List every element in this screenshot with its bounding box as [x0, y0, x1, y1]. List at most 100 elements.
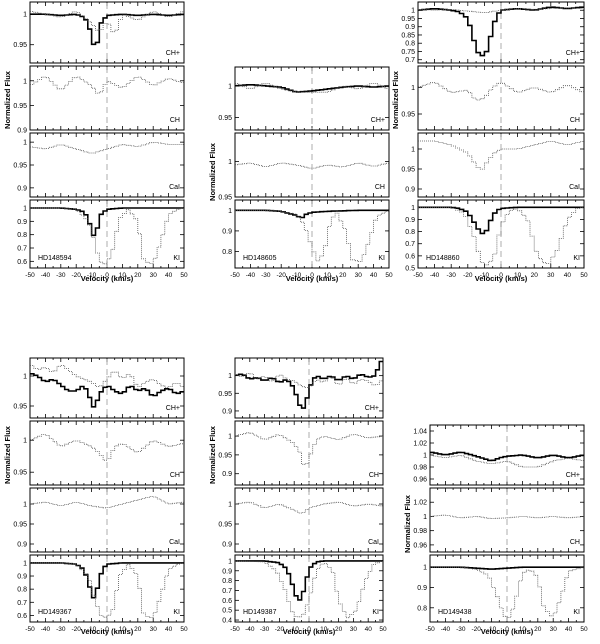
y-tick-label: 0.8 [17, 587, 27, 594]
y-tick-label: 0.8 [405, 41, 415, 48]
species-label: CH+ [371, 117, 385, 124]
y-tick-label: 0.95 [13, 103, 27, 110]
x-tick-label: -50 [425, 626, 435, 633]
y-tick-label: 1 [411, 8, 415, 15]
star-name-label: HD148605 [243, 255, 277, 262]
y-axis-label: Normalized Flux [3, 425, 12, 484]
y-tick-label: 1 [228, 558, 232, 565]
spectrum-dotted [30, 496, 184, 509]
y-tick-label: 0.4 [222, 618, 232, 625]
y-tick-label: 1 [23, 12, 27, 19]
spectrum-dotted [235, 83, 389, 93]
spectrum-dotted [30, 365, 184, 388]
x-tick-label: -20 [275, 626, 285, 633]
species-label: CH+ [566, 50, 580, 57]
y-tick-label: 0.9 [17, 219, 27, 226]
x-tick-label: 50 [580, 626, 588, 633]
spectrum-dotted [235, 432, 383, 465]
panel-cai: 0.9 0.95 1 CaI [218, 487, 384, 553]
x-tick-label: 30 [350, 626, 358, 633]
panel-ch-plus: 0.95 1 CH+ [218, 66, 390, 131]
spectrum-dotted [235, 560, 383, 619]
species-label: CaI [169, 539, 180, 546]
x-tick-label: 40 [370, 272, 378, 279]
panel-ch: 0.95 1 CH [218, 132, 390, 202]
x-tick-label: -40 [246, 272, 256, 279]
x-tick-label: -20 [471, 626, 481, 633]
x-tick-label: 30 [150, 272, 158, 279]
y-tick-label: 1 [228, 502, 232, 509]
species-label: CH [170, 472, 180, 479]
spectrum-dotted [235, 501, 383, 514]
y-tick-label: 0.98 [413, 465, 427, 472]
y-tick-label: 0.9 [417, 585, 427, 592]
spectrum-dotted [418, 82, 584, 101]
panel-ki: 0.8 0.9 1 KI -50 -40 -30 -20 -10 0 10 20 30 40 50 HD149… [417, 554, 588, 633]
spectrum-dotted [418, 7, 584, 13]
species-label: CH [369, 472, 379, 479]
x-tick-label: 20 [335, 626, 343, 633]
y-tick-label: 0.9 [222, 408, 232, 415]
x-tick-label: -10 [87, 626, 97, 633]
x-tick-label: -10 [289, 626, 299, 633]
y-tick-label: 1 [23, 140, 27, 147]
y-tick-label: 0.8 [405, 229, 415, 236]
x-tick-label: 50 [580, 272, 588, 279]
y-tick-label: 1 [23, 560, 27, 567]
y-tick-label: 1 [228, 373, 232, 380]
y-tick-label: 0.95 [13, 163, 27, 170]
panel-ch: 0.96 0.98 1 1.02 CH [413, 487, 585, 553]
x-tick-label: 50 [385, 272, 393, 279]
y-tick-label: 1 [23, 374, 27, 381]
spectrum-solid [430, 566, 584, 570]
x-tick-label: -30 [56, 272, 66, 279]
y-tick-label: 0.95 [218, 522, 232, 529]
spectrum-dotted [235, 373, 383, 388]
y-tick-label: 0.6 [222, 598, 232, 605]
spectrum-dotted [30, 207, 184, 265]
spectrum-dotted [418, 206, 584, 266]
panel-ch-plus: 0.95 1 CH+ [13, 1, 185, 64]
y-tick-label: 0.9 [17, 574, 27, 581]
x-tick-label: 0 [310, 272, 314, 279]
x-axis-label: Velocity (km/s) [81, 274, 134, 283]
x-tick-label: -20 [71, 626, 81, 633]
x-tick-label: -40 [441, 626, 451, 633]
y-tick-label: 0.75 [401, 49, 415, 56]
y-tick-label: 0.8 [222, 249, 232, 256]
y-tick-label: 0.96 [413, 542, 427, 549]
y-tick-label: 0.9 [222, 471, 232, 478]
species-label: KI [173, 255, 180, 262]
species-label: CaI [169, 184, 180, 191]
y-tick-label: 0.9 [17, 542, 27, 549]
panel-cai: 0.9 0.95 1 CaI [13, 487, 185, 553]
spectrum-dotted [30, 76, 184, 94]
panel-ch-plus: 0.9 0.95 1 CH+ [218, 357, 384, 419]
x-tick-label: -30 [260, 626, 270, 633]
y-tick-label: 0.85 [401, 32, 415, 39]
x-tick-label: 0 [499, 272, 503, 279]
spectrum-dotted [30, 562, 184, 618]
panel-ch: 0.95 1 CH [401, 65, 585, 131]
y-tick-label: 1 [423, 565, 427, 572]
species-label: KI [372, 609, 379, 616]
panel-ch-plus: 0.70.750.8 0.850.90.951 CH+ [401, 1, 585, 64]
x-axis-label: Velocity (km/s) [286, 274, 339, 283]
y-axis-label: Normalized Flux [208, 425, 217, 484]
spectrum-dotted [418, 140, 584, 170]
y-tick-label: 0.6 [17, 613, 27, 620]
panel-ki: 0.4 0.5 0.6 0.7 0.8 0.9 1 KI -50 -40 -30 -20 -10 0 10 2… [222, 554, 387, 633]
x-tick-label: 40 [565, 626, 573, 633]
star-block-hd149367: 0.95 1 CH+ 0.95 1 CH 0.9 0.95 1 CaI 0.6 0.7 0.8 0.9 1 K… [3, 357, 188, 636]
y-tick-label: 1 [23, 502, 27, 509]
y-tick-label: 0.7 [222, 588, 232, 595]
x-tick-label: -50 [25, 626, 35, 633]
y-tick-label: 1.02 [413, 441, 427, 448]
species-label: CH [375, 184, 385, 191]
x-tick-label: -20 [276, 272, 286, 279]
spectrum-dotted [430, 514, 584, 519]
y-tick-label: 0.95 [13, 42, 27, 49]
x-tick-label: -30 [261, 272, 271, 279]
y-tick-label: 1 [411, 85, 415, 92]
x-tick-label: -10 [487, 626, 497, 633]
